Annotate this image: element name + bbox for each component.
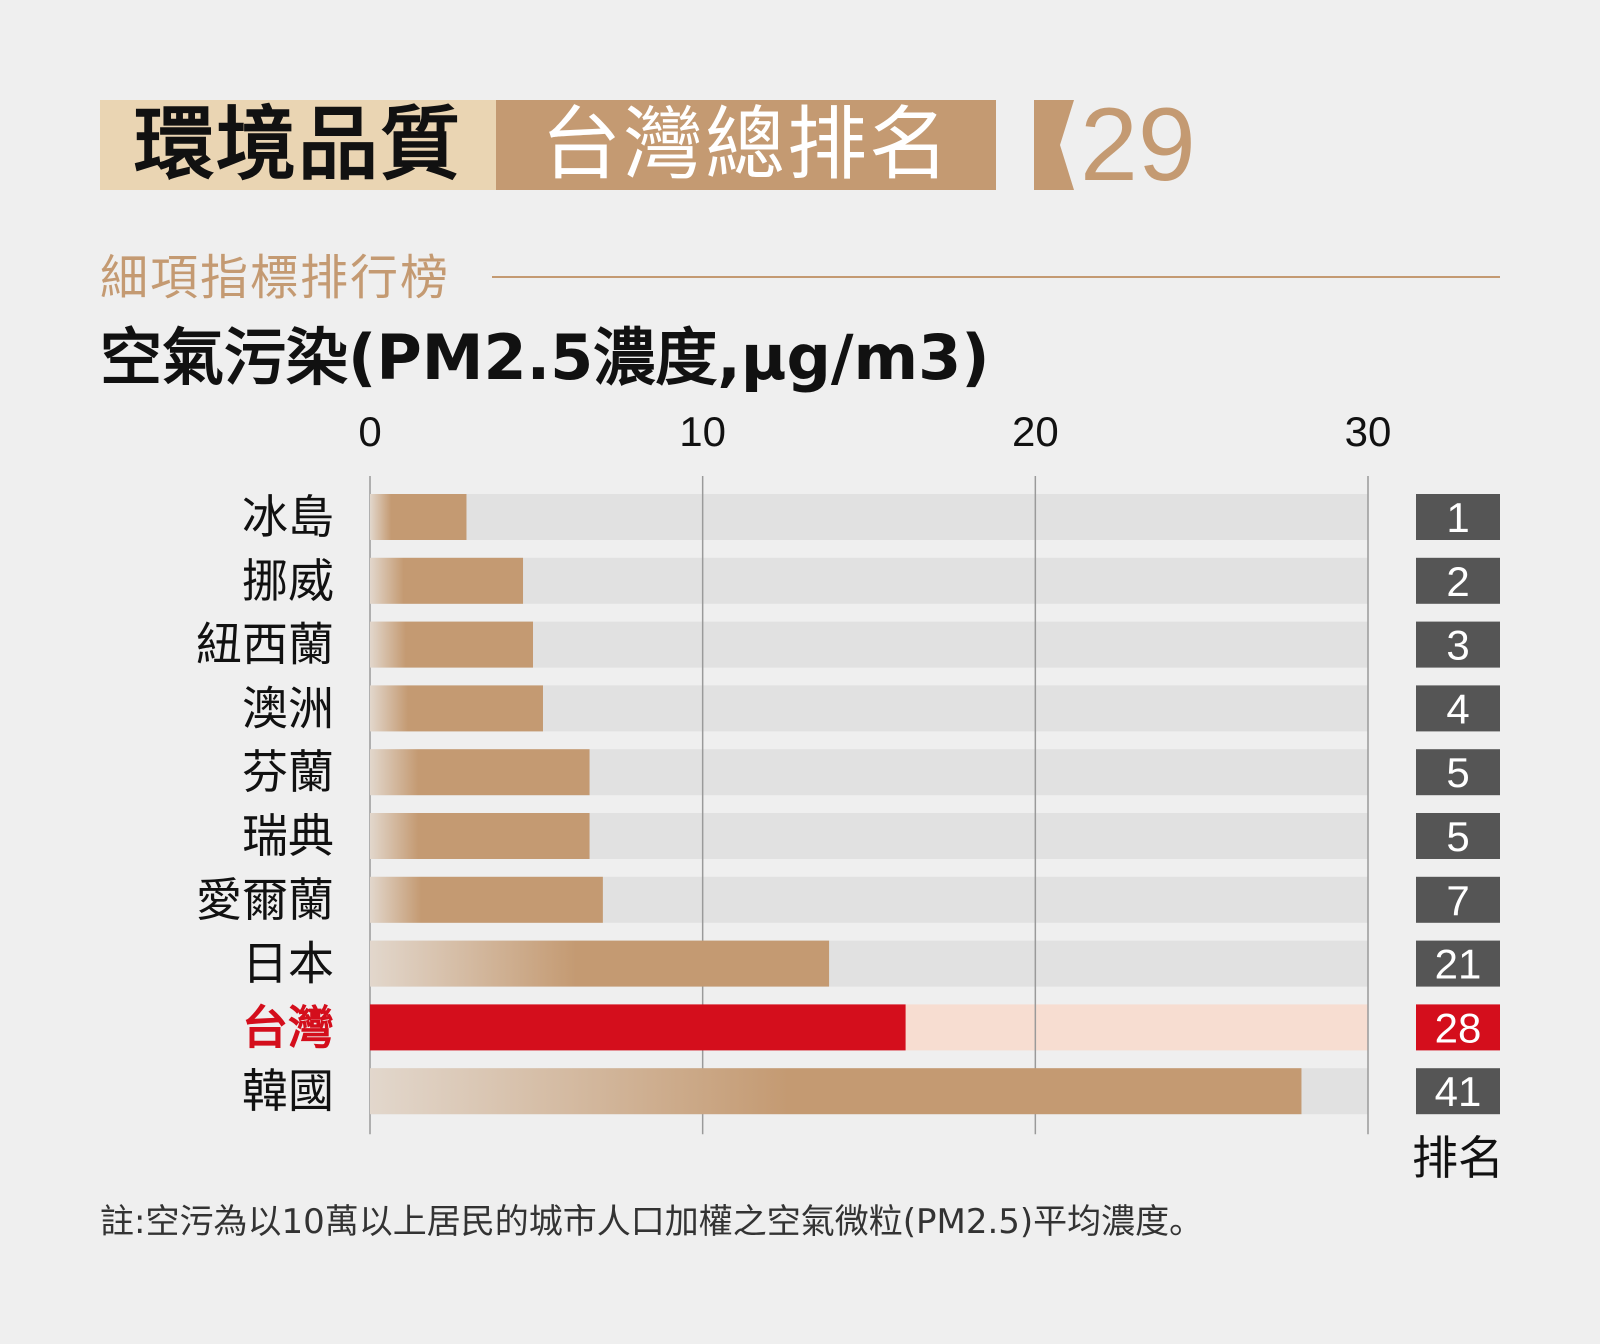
bar — [370, 749, 590, 796]
rank-label: 28 — [1435, 1004, 1482, 1051]
category-label: 瑞典 — [242, 809, 334, 863]
rank-box — [1416, 749, 1500, 796]
x-tick-label: 0 — [358, 408, 381, 455]
category-label: 紐西蘭 — [196, 618, 334, 672]
rank-box — [1416, 557, 1500, 604]
rank-column-label: 排名 — [1412, 1131, 1504, 1185]
category-label: 韓國 — [242, 1064, 334, 1118]
rank-label: 5 — [1446, 813, 1469, 860]
bar — [370, 557, 524, 604]
rank-label: 5 — [1446, 749, 1469, 796]
chart-title: 空氣污染(PM2.5濃度,μg/m3) — [100, 321, 990, 394]
rank-label: 4 — [1446, 685, 1469, 732]
section-divider — [492, 276, 1500, 278]
category-label: 芬蘭 — [242, 745, 334, 799]
x-tick-label: 10 — [679, 408, 726, 455]
overall-rank-value: 29 — [1080, 87, 1196, 203]
category-label: 愛爾蘭 — [196, 873, 334, 927]
bar — [370, 940, 830, 987]
rank-box — [1416, 1068, 1500, 1115]
category-label: 日本 — [242, 937, 334, 991]
footnote: 註:空污為以10萬以上居民的城市人口加權之空氣微粒(PM2.5)平均濃度。 — [100, 1202, 1204, 1242]
category-label: 台灣 — [242, 1000, 334, 1054]
rank-label: 3 — [1446, 622, 1469, 669]
bar-track — [370, 621, 1368, 668]
category-label: 環境品質 — [100, 100, 496, 190]
rank-box — [1416, 813, 1500, 859]
bar-track — [370, 494, 1368, 540]
rank-label: 7 — [1446, 877, 1469, 924]
bar — [370, 685, 543, 732]
section-title: 細項指標排行榜 — [100, 250, 451, 306]
bar-track — [370, 557, 1368, 604]
bar — [370, 813, 590, 859]
rank-label: 1 — [1446, 494, 1469, 541]
bar — [370, 876, 603, 923]
x-tick-label: 20 — [1012, 408, 1059, 455]
rank-box — [1416, 1004, 1500, 1051]
category-label: 澳洲 — [242, 681, 334, 735]
category-label: 挪威 — [242, 554, 334, 608]
x-tick-label: 30 — [1345, 408, 1392, 455]
rank-label: 2 — [1446, 558, 1469, 605]
category-label: 冰島 — [242, 490, 334, 544]
bar — [370, 621, 534, 668]
overall-rank-label: 台灣總排名 — [496, 100, 996, 190]
rank-box — [1416, 621, 1500, 668]
rank-box — [1416, 685, 1500, 732]
rank-label: 41 — [1435, 1068, 1482, 1115]
rank-box — [1416, 494, 1500, 540]
chevron-left-icon — [1034, 100, 1074, 190]
bar — [370, 494, 467, 540]
rank-box — [1416, 940, 1500, 987]
bar — [370, 1004, 906, 1051]
rank-box — [1416, 876, 1500, 923]
rank-label: 21 — [1435, 941, 1482, 988]
bar — [370, 1068, 1302, 1115]
